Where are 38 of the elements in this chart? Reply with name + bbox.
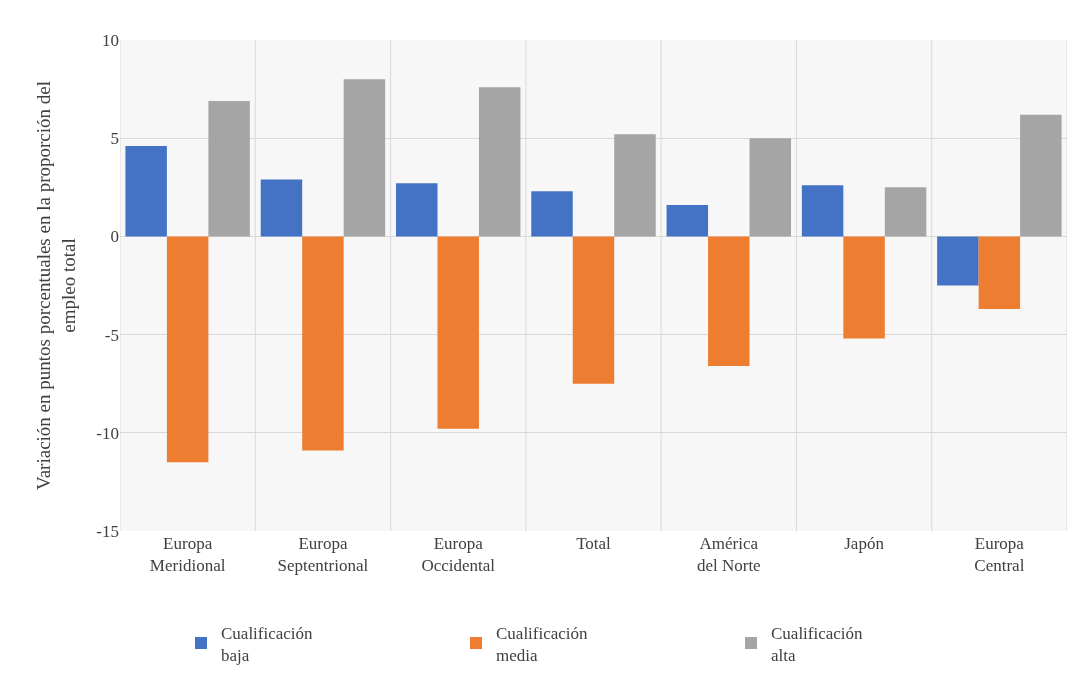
bar [478,87,521,237]
bar [437,236,479,429]
bar [166,236,209,463]
bar [614,134,656,237]
bar [843,236,885,339]
bar [708,236,750,367]
legend-label: Cualificación alta [771,623,864,665]
y-tick-label: -10 [96,423,119,443]
bar [978,236,1021,310]
bar [260,179,303,237]
y-tick-label: 0 [110,227,119,247]
bar [125,146,167,237]
y-tick-label: 5 [110,129,119,149]
y-tick-label: -15 [96,521,119,541]
bar [1020,114,1062,237]
x-tick-label: Europa Occidental [421,534,496,576]
bar [343,79,386,237]
bar [937,236,979,286]
y-tick-label: 10 [102,30,119,50]
bar [395,183,438,237]
bar [531,191,573,237]
y-tick-label: -5 [104,325,119,345]
x-tick-label: Total [576,534,612,553]
x-tick-label: Japón [844,534,885,553]
bar [572,236,615,384]
legend-label: Cualificación media [496,623,589,665]
y-axis-title: Variación en puntos porcentuales en la proporción del empleo total [33,81,80,490]
bar [801,185,844,237]
legend-label: Cualificación baja [221,623,314,665]
x-tick-label: Europa Central [974,534,1025,576]
bar [208,100,250,237]
bar [884,187,927,237]
x-tick-label: América del Norte [696,534,761,576]
bar [302,236,344,451]
x-tick-label: Europa Meridional [149,534,226,576]
bar [666,204,709,237]
x-tick-label: Europa Septentrional [277,534,369,576]
bar [749,138,792,237]
